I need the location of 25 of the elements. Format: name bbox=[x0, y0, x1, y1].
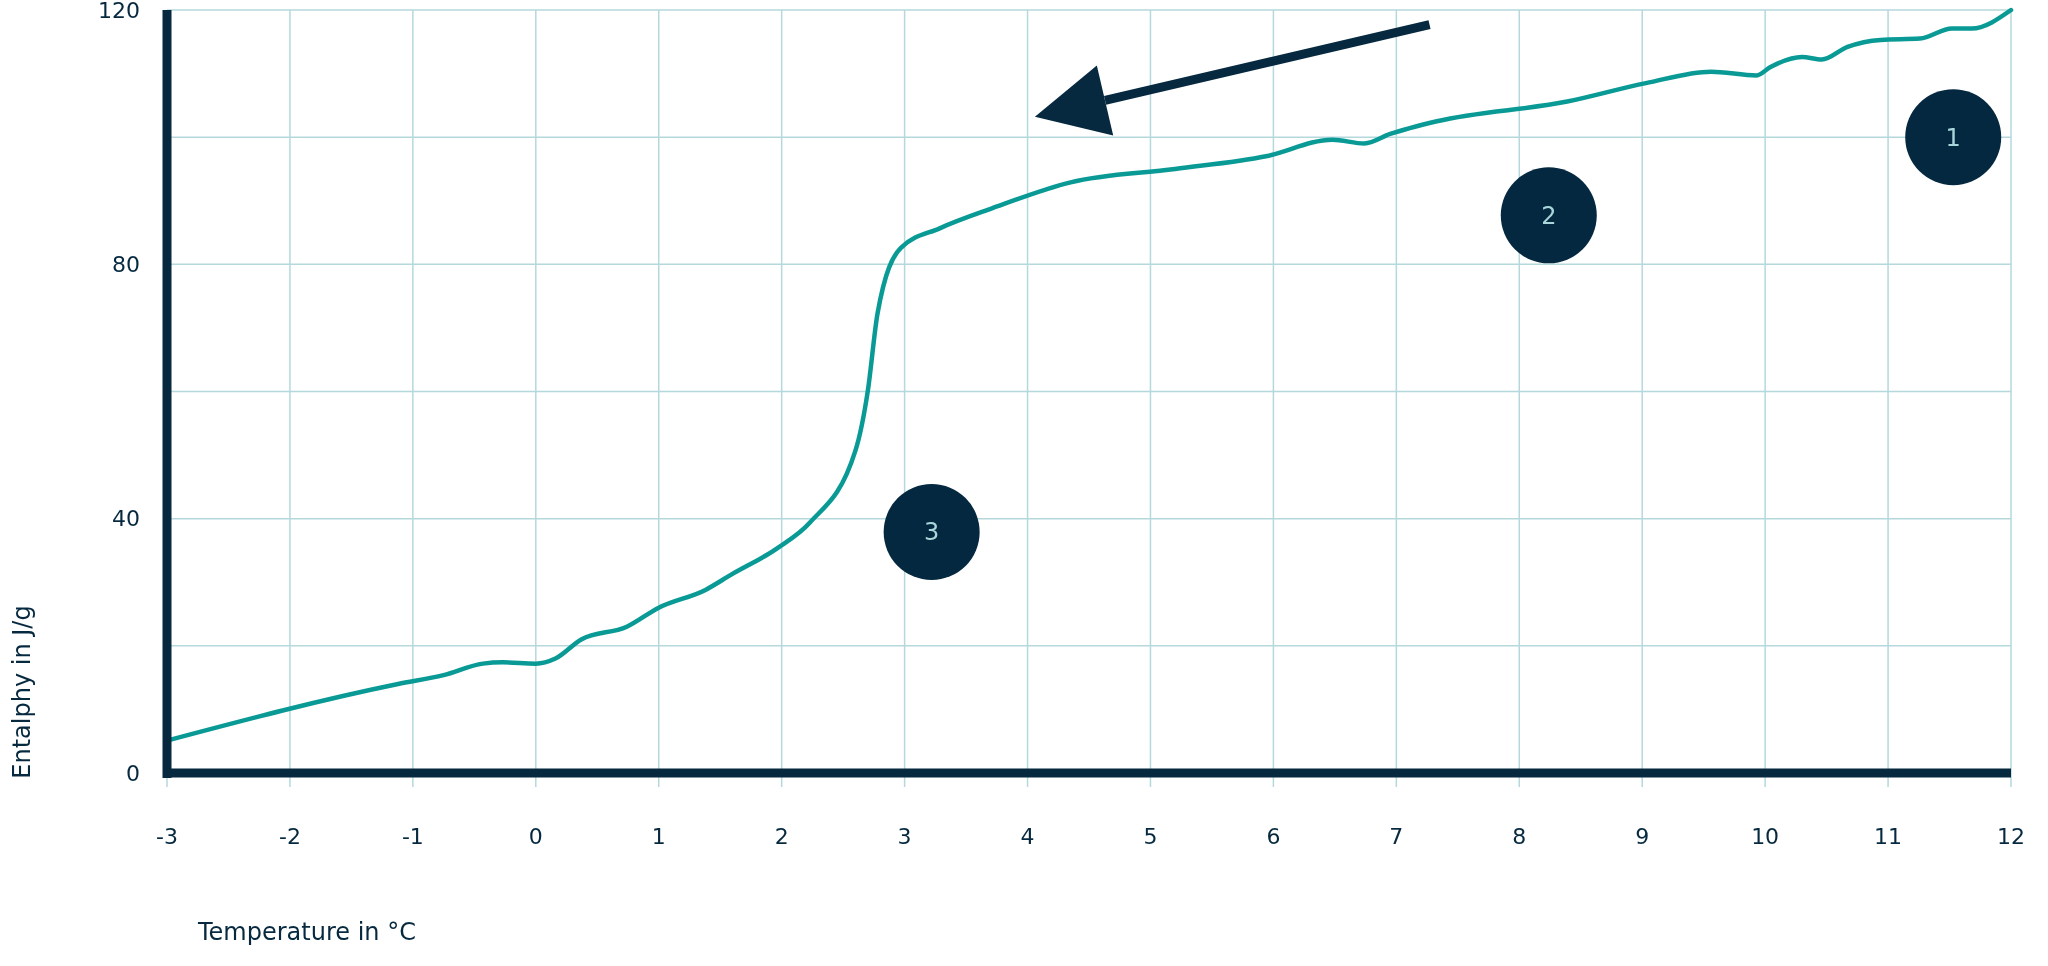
y-tick-label: 80 bbox=[112, 252, 140, 278]
x-tick-label: 1 bbox=[651, 824, 666, 849]
x-tick-label: 9 bbox=[1635, 824, 1650, 849]
x-tick-label: 2 bbox=[774, 824, 789, 849]
y-tick-label: 40 bbox=[112, 506, 140, 532]
x-tick-label: 7 bbox=[1389, 824, 1404, 849]
x-tick-label: 3 bbox=[897, 824, 912, 849]
x-tick-label: 10 bbox=[1751, 824, 1780, 849]
x-tick-label: -2 bbox=[278, 824, 301, 849]
annotation: 3 bbox=[924, 518, 940, 547]
x-tick-label: 4 bbox=[1020, 824, 1035, 849]
y-axis-title: Entalphy in J/g bbox=[8, 605, 36, 779]
x-tick-label: 8 bbox=[1512, 824, 1527, 849]
x-axis-title: Temperature in °C bbox=[197, 918, 416, 946]
x-tick-label: 12 bbox=[1997, 824, 2025, 849]
x-tick-label: -3 bbox=[156, 824, 178, 849]
annotation: 2 bbox=[1541, 201, 1557, 230]
x-tick-label: 6 bbox=[1266, 824, 1281, 849]
x-tick-label: 5 bbox=[1143, 824, 1158, 849]
y-tick-label: 0 bbox=[126, 760, 140, 786]
x-tick-label: 11 bbox=[1874, 824, 1903, 849]
x-tick-label: 0 bbox=[528, 824, 543, 849]
y-tick-label: 120 bbox=[98, 0, 140, 23]
annotation: 1 bbox=[1945, 123, 1961, 152]
x-tick-label: -1 bbox=[401, 824, 424, 849]
